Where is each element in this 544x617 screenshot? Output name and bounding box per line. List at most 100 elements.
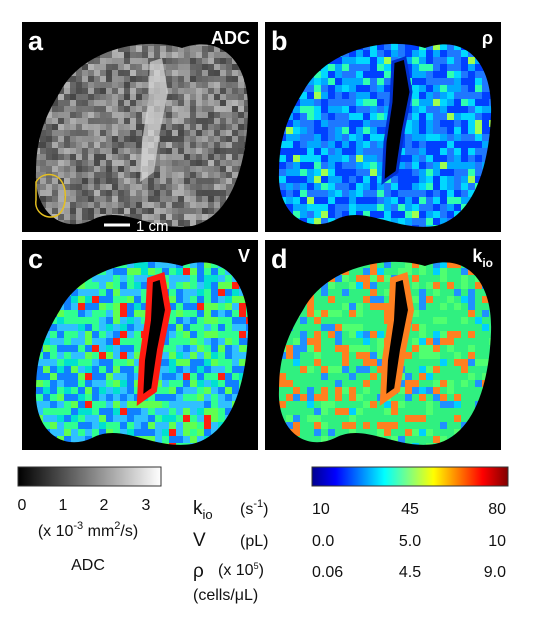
pixel: [363, 345, 370, 352]
pixel: [328, 408, 335, 415]
pixel: [426, 443, 433, 445]
pixel: [293, 134, 300, 141]
pixel: [384, 275, 391, 282]
pixel: [412, 303, 419, 310]
pixel: [461, 99, 468, 106]
pixel: [178, 94, 184, 100]
pixel: [172, 94, 178, 100]
pixel: [321, 155, 328, 162]
pixel: [370, 408, 377, 415]
pixel: [154, 214, 160, 220]
pixel: [232, 387, 239, 394]
pixel: [419, 394, 426, 401]
pixel: [307, 373, 314, 380]
pixel: [349, 134, 356, 141]
pixel: [88, 178, 94, 184]
pixel: [76, 94, 82, 100]
pixel: [190, 70, 196, 76]
row-symbol: V: [193, 530, 206, 551]
unit-part: mm: [83, 523, 114, 540]
pixel: [197, 422, 204, 429]
pixel: [36, 394, 43, 401]
pixel: [461, 155, 468, 162]
pixel: [239, 373, 246, 380]
pixel: [335, 394, 342, 401]
pixel: [307, 387, 314, 394]
pixel: [148, 415, 155, 422]
pixel: [172, 226, 178, 227]
pixel: [447, 176, 454, 183]
pixel: [419, 345, 426, 352]
pixel: [475, 359, 482, 366]
pixel: [335, 148, 342, 155]
pixel: [92, 331, 99, 338]
pixel: [363, 57, 370, 64]
parameter-colorbar: [311, 466, 509, 487]
pixel: [300, 359, 307, 366]
pixel: [178, 130, 184, 136]
pixel: [239, 303, 246, 310]
pixel: [190, 208, 196, 214]
pixel: [94, 172, 100, 178]
pixel: [300, 92, 307, 99]
pixel: [211, 310, 218, 317]
pixel: [99, 387, 106, 394]
pixel: [218, 289, 225, 296]
pixel: [208, 142, 214, 148]
pixel: [64, 184, 70, 190]
pixel: [134, 415, 141, 422]
pixel: [398, 422, 405, 429]
pixel: [356, 50, 363, 57]
pixel: [214, 172, 220, 178]
pixel: [166, 130, 172, 136]
pixel: [220, 64, 226, 70]
pixel: [169, 282, 176, 289]
pixel: [176, 338, 183, 345]
pixel: [214, 208, 220, 214]
pixel: [321, 197, 328, 204]
pixel: [363, 71, 370, 78]
pixel: [293, 373, 300, 380]
pixel: [220, 148, 226, 154]
pixel: [232, 142, 238, 148]
pixel: [279, 387, 286, 394]
pixel: [202, 43, 208, 46]
pixel: [112, 100, 118, 106]
pixel: [214, 142, 220, 148]
pixel: [214, 76, 220, 82]
pixel: [57, 345, 64, 352]
pixel: [160, 46, 166, 52]
pixel: [204, 303, 211, 310]
pixel: [238, 106, 244, 112]
pixel: [100, 148, 106, 154]
pixel: [197, 338, 204, 345]
pixel: [426, 296, 433, 303]
pixel: [384, 303, 391, 310]
pixel: [335, 141, 342, 148]
pixel: [363, 176, 370, 183]
pixel: [35, 172, 40, 178]
pixel: [169, 261, 176, 268]
pixel: [232, 310, 239, 317]
pixel: [412, 57, 419, 64]
pixel: [113, 380, 120, 387]
pixel: [335, 106, 342, 113]
pixel: [208, 58, 214, 64]
pixel: [160, 52, 166, 58]
pixel: [76, 100, 82, 106]
pixel: [349, 99, 356, 106]
pixel: [419, 197, 426, 204]
pixel: [307, 120, 314, 127]
pixel: [88, 172, 94, 178]
pixel: [426, 310, 433, 317]
pixel: [78, 310, 85, 317]
pixel: [286, 169, 293, 176]
pixel: [314, 134, 321, 141]
pixel: [64, 429, 71, 436]
pixel: [349, 78, 356, 85]
pixel: [148, 436, 155, 443]
pixel: [328, 429, 335, 436]
pixel: [71, 289, 78, 296]
pixel: [342, 352, 349, 359]
pixel: [328, 106, 335, 113]
